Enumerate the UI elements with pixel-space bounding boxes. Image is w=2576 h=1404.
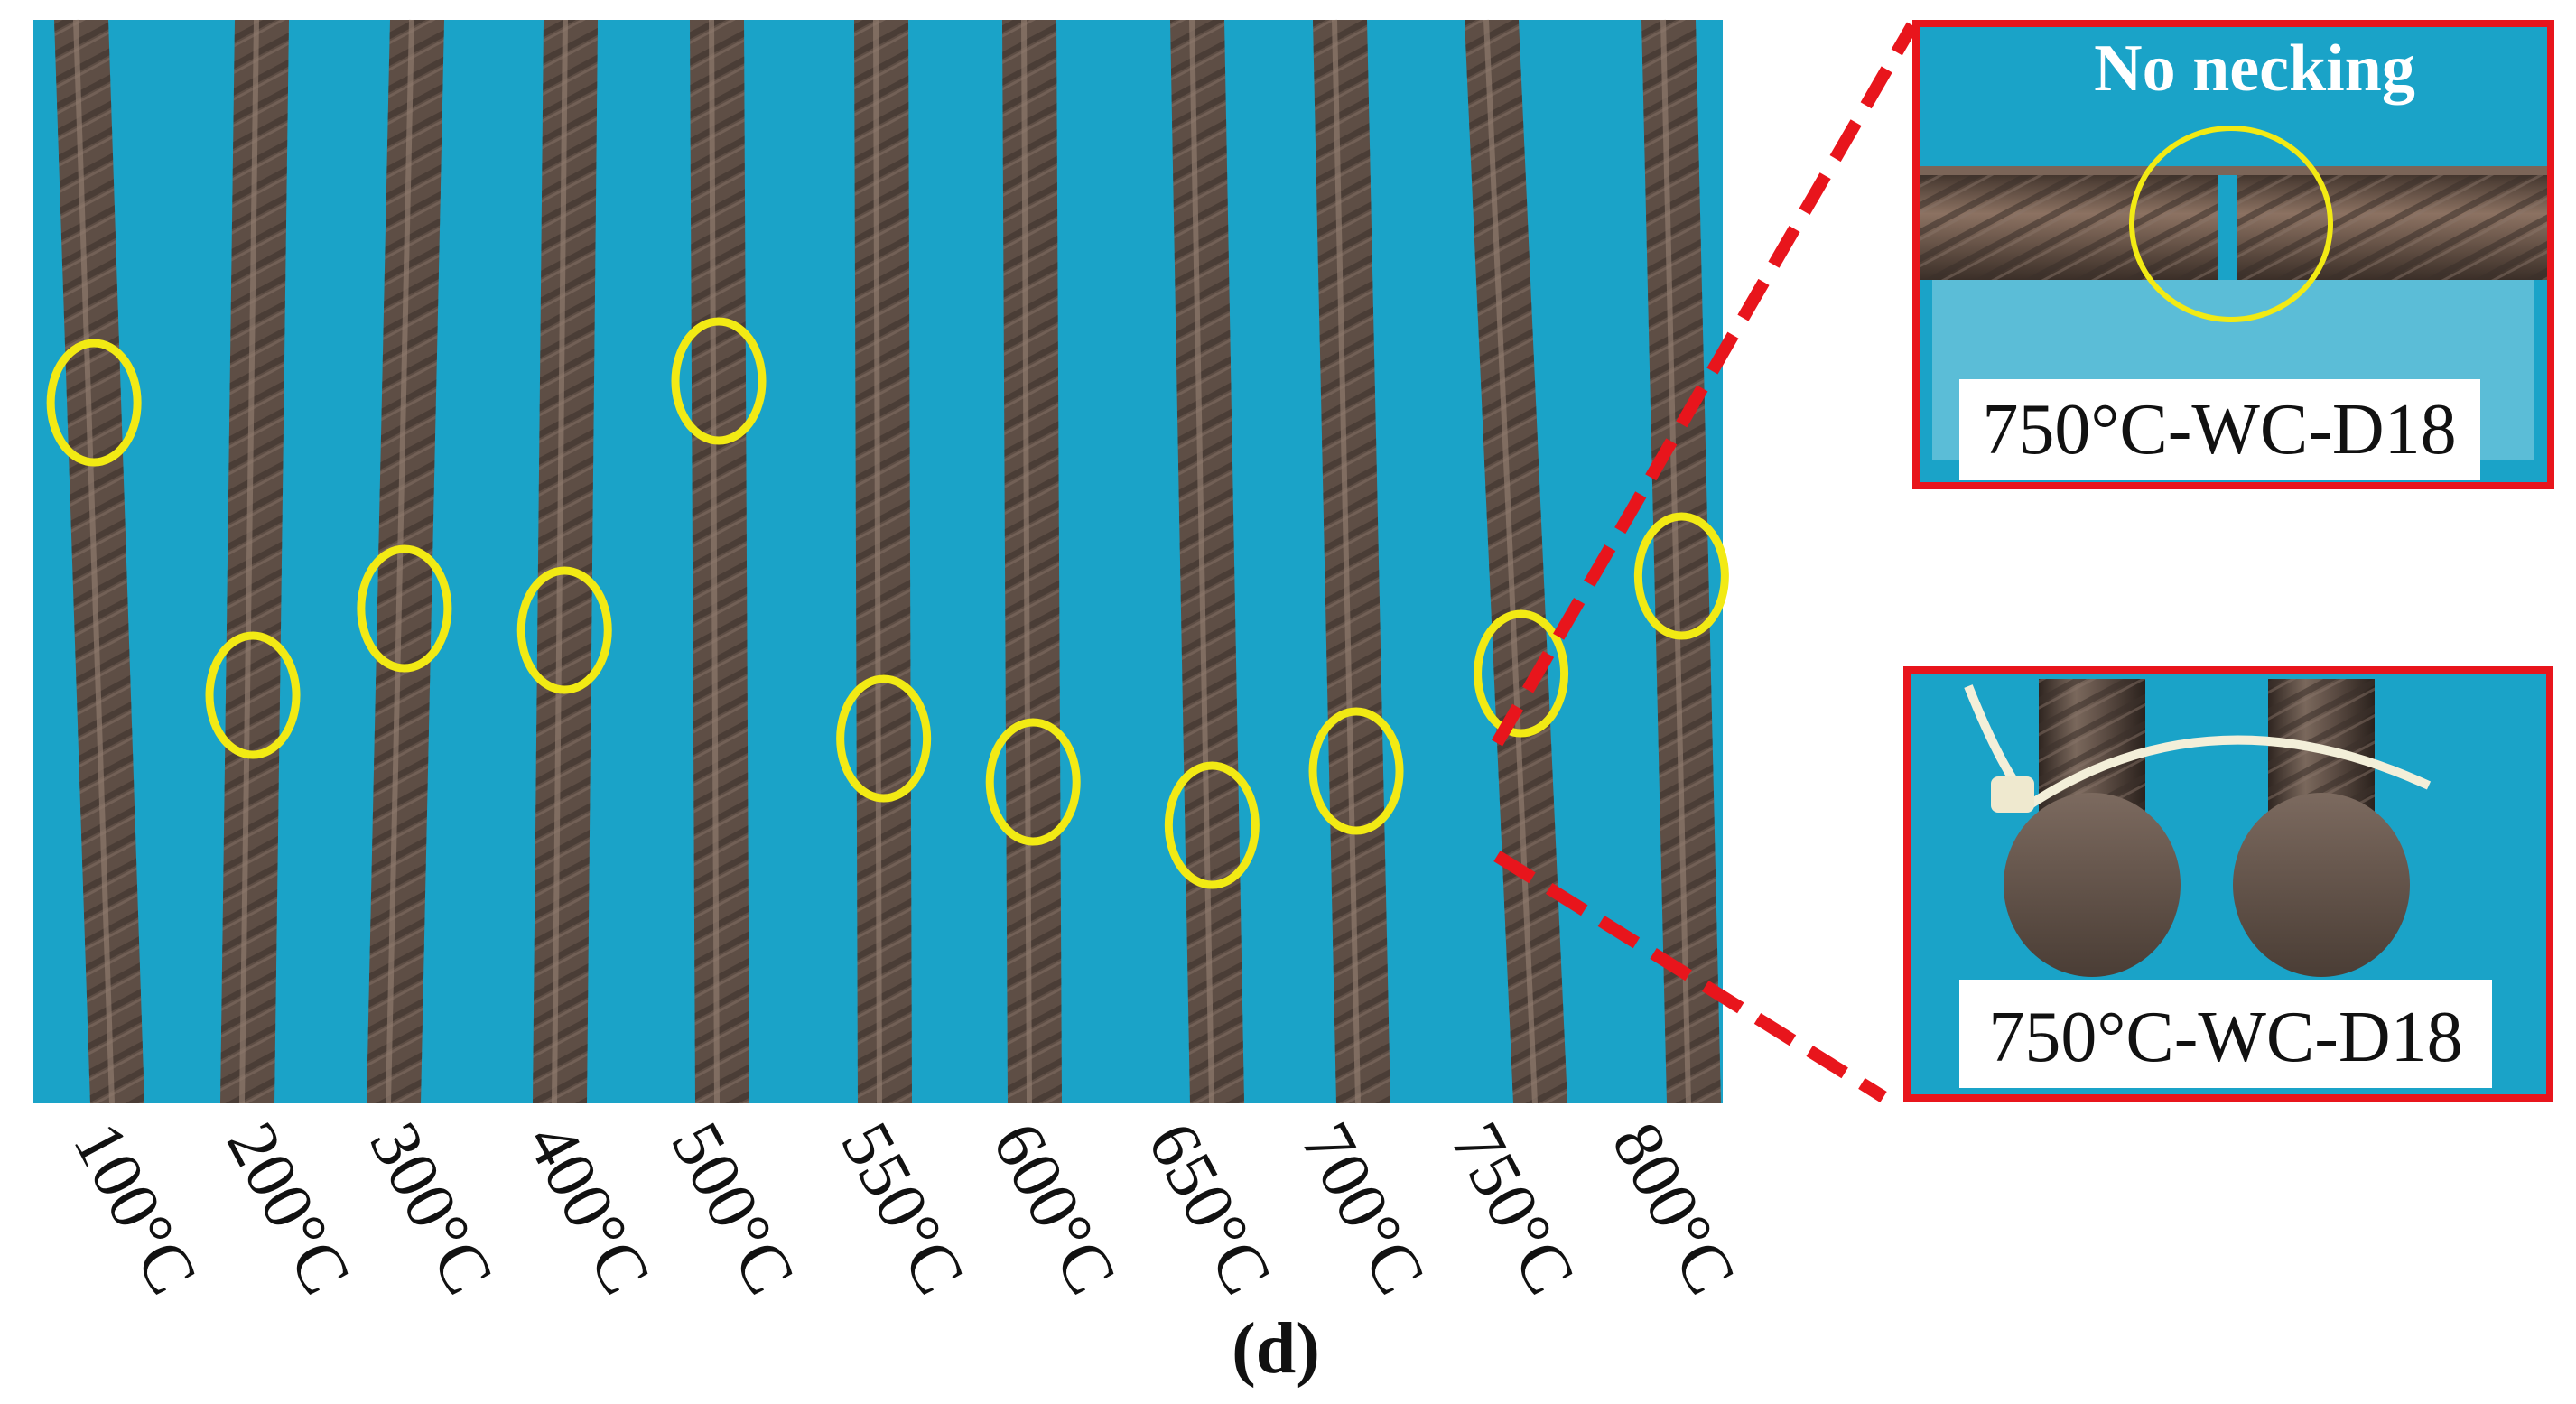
figure-caption: (d) — [1232, 1309, 1320, 1389]
temperature-label: 750°C — [1437, 1110, 1591, 1306]
rebar-specimen — [367, 19, 444, 1104]
inset-bottom-label-box — [1959, 980, 2492, 1088]
rebar-highlight — [552, 19, 568, 1104]
fracture-marker — [836, 674, 932, 803]
rebar-highlight — [1189, 19, 1214, 1104]
fracture-marker — [671, 317, 767, 445]
rebar-ribs — [1313, 20, 1390, 1103]
temperature-label: 300°C — [355, 1110, 509, 1306]
rebar-ribs — [1465, 20, 1567, 1103]
fracture-marker — [1474, 609, 1569, 738]
rebar-specimen — [854, 19, 912, 1104]
rebar-specimens — [54, 19, 1721, 1104]
fracture-marker — [46, 339, 142, 467]
temperature-label: 700°C — [1287, 1110, 1441, 1306]
inset-top-label: 750°C-WC-D18 — [1982, 390, 2456, 470]
inset-top-no-necking: No necking 750°C-WC-D18 — [1912, 20, 2554, 489]
fracture-marker — [1633, 512, 1729, 640]
temperature-label: 800°C — [1597, 1110, 1752, 1306]
rebar-specimen — [1465, 19, 1567, 1104]
temperature-label: 650°C — [1133, 1110, 1288, 1306]
rebar-ribs — [367, 20, 444, 1103]
temperature-label: 500°C — [656, 1110, 811, 1306]
fracture-marker — [205, 631, 301, 759]
fracture-marker — [1308, 707, 1404, 835]
rebar-specimen — [220, 19, 289, 1104]
rebar-specimen — [54, 19, 144, 1104]
rebar-ribs — [54, 20, 144, 1103]
temperature-label: 400°C — [512, 1110, 666, 1306]
leader-line-bottom — [1493, 851, 1887, 1102]
rebar-specimen — [1170, 19, 1244, 1104]
rebar-specimen — [1641, 19, 1721, 1104]
rebar-ribs — [1002, 20, 1062, 1103]
rebar-ribs — [690, 20, 749, 1103]
cable-tie — [1964, 684, 2432, 810]
rebar-highlight — [1483, 19, 1538, 1104]
rebar-ribs — [220, 20, 289, 1103]
fracture-markers — [46, 317, 1729, 889]
temperature-label: 200°C — [212, 1110, 367, 1306]
rebar-specimen — [1002, 19, 1062, 1104]
rebar-ribs — [1641, 20, 1721, 1103]
no-necking-annotation: No necking — [2094, 32, 2415, 106]
rebar-highlight — [73, 19, 115, 1104]
fracture-marker — [357, 544, 452, 673]
rebar-specimen — [690, 19, 749, 1104]
fracture-marker — [516, 566, 612, 694]
inset-fracture-marker — [2129, 126, 2333, 322]
rebar-ribs — [1170, 20, 1244, 1103]
rebar-highlight — [1332, 19, 1361, 1104]
rebar-highlight — [873, 19, 882, 1104]
inset-bottom-label: 750°C-WC-D18 — [1988, 998, 2462, 1077]
rebar-specimen — [533, 19, 598, 1104]
zoom-leader-lines — [1491, 22, 1919, 1102]
temperature-label: 100°C — [59, 1110, 213, 1306]
leader-line-top — [1491, 22, 1919, 747]
fracture-surface-left — [2004, 793, 2181, 977]
inset-bottom-border — [1903, 666, 2553, 1102]
rebar-highlight — [1660, 19, 1691, 1104]
fracture-surface-right — [2233, 793, 2410, 977]
inset-top-label-box — [1959, 379, 2480, 480]
rebar-ribs — [533, 20, 598, 1103]
temperature-label: 600°C — [978, 1110, 1132, 1306]
inset-bottom-cross-section: 750°C-WC-D18 — [1903, 666, 2553, 1102]
inset-top-border — [1912, 20, 2554, 489]
rebar-highlight — [386, 19, 414, 1104]
rebar-highlight — [239, 19, 259, 1104]
fracture-marker — [985, 718, 1081, 846]
fracture-marker — [1164, 761, 1260, 889]
rebar-ribs — [854, 20, 912, 1103]
rebar-highlight — [1021, 19, 1032, 1104]
temperature-label: 550°C — [826, 1110, 981, 1306]
main-photo — [33, 19, 1729, 1104]
rebar-specimen — [1313, 19, 1390, 1104]
rebar-highlight — [709, 19, 720, 1104]
